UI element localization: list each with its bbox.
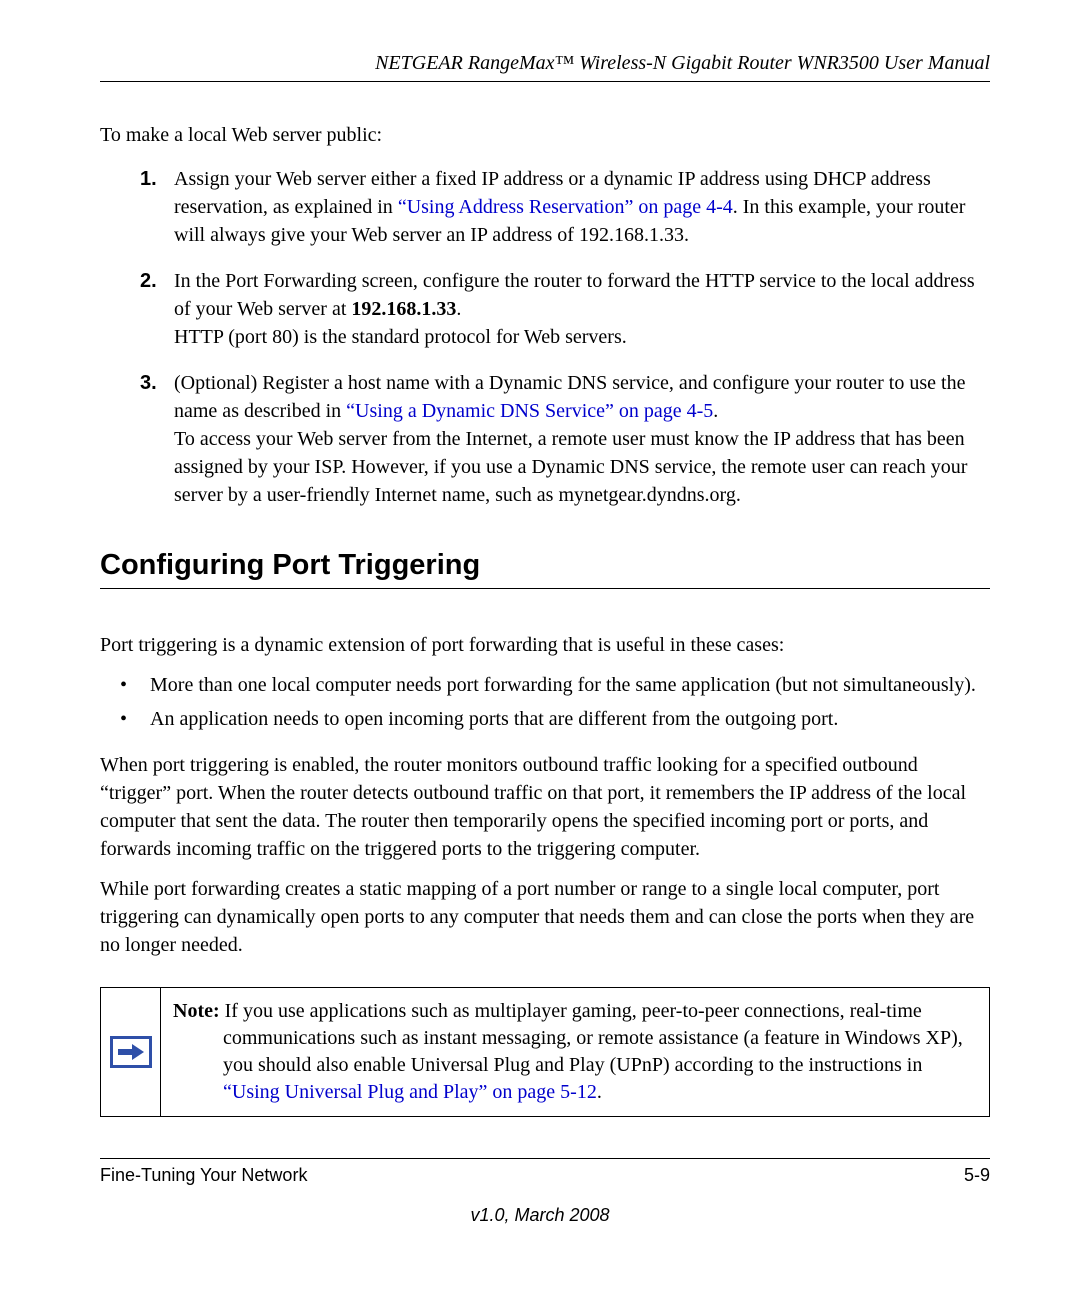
page-footer: Fine-Tuning Your Network 5-9 bbox=[100, 1158, 990, 1186]
pt-intro: Port triggering is a dynamic extension o… bbox=[100, 631, 990, 659]
note-label: Note: bbox=[173, 1000, 220, 1022]
step-text-post: . bbox=[713, 400, 718, 422]
footer-version: v1.0, March 2008 bbox=[0, 1205, 1080, 1226]
step-number: 1. bbox=[140, 165, 160, 249]
pt-para-2: While port forwarding creates a static m… bbox=[100, 875, 990, 959]
footer-section: Fine-Tuning Your Network bbox=[100, 1165, 307, 1186]
step-text-pre: In the Port Forwarding screen, configure… bbox=[174, 270, 975, 320]
section-heading: Configuring Port Triggering bbox=[100, 549, 990, 582]
intro-text: To make a local Web server public: bbox=[100, 124, 990, 147]
link-address-reservation[interactable]: “Using Address Reservation” on page 4-4 bbox=[398, 196, 733, 218]
link-dynamic-dns[interactable]: “Using a Dynamic DNS Service” on page 4-… bbox=[346, 400, 713, 422]
header-title: NETGEAR RangeMax™ Wireless-N Gigabit Rou… bbox=[375, 52, 990, 74]
bullet-list: • More than one local computer needs por… bbox=[120, 671, 990, 733]
step-number: 3. bbox=[140, 369, 160, 509]
link-upnp[interactable]: “Using Universal Plug and Play” on page … bbox=[223, 1081, 597, 1103]
step-body: Assign your Web server either a fixed IP… bbox=[174, 165, 990, 249]
footer-rule-row: Fine-Tuning Your Network 5-9 bbox=[100, 1158, 990, 1186]
bullet-item: • More than one local computer needs por… bbox=[120, 671, 990, 699]
heading-rule bbox=[100, 588, 990, 589]
page-header: NETGEAR RangeMax™ Wireless-N Gigabit Rou… bbox=[100, 52, 990, 82]
step-text-post: . bbox=[456, 298, 461, 320]
pt-para-1: When port triggering is enabled, the rou… bbox=[100, 751, 990, 863]
note-text-pre: If you use applications such as multipla… bbox=[220, 1000, 963, 1076]
bullet-dot: • bbox=[120, 671, 130, 699]
bullet-text: More than one local computer needs port … bbox=[150, 671, 976, 699]
footer-page-number: 5-9 bbox=[964, 1165, 990, 1186]
step-number: 2. bbox=[140, 267, 160, 351]
bullet-item: • An application needs to open incoming … bbox=[120, 705, 990, 733]
note-text-post: . bbox=[597, 1081, 602, 1103]
ip-address-bold: 192.168.1.33 bbox=[351, 298, 456, 320]
bullet-text: An application needs to open incoming po… bbox=[150, 705, 838, 733]
step-text-line2: HTTP (port 80) is the standard protocol … bbox=[174, 326, 627, 348]
step-2: 2. In the Port Forwarding screen, config… bbox=[140, 267, 990, 351]
step-1: 1. Assign your Web server either a fixed… bbox=[140, 165, 990, 249]
note-text-cell: Note: If you use applications such as mu… bbox=[161, 988, 989, 1116]
step-3: 3. (Optional) Register a host name with … bbox=[140, 369, 990, 509]
arrow-icon bbox=[110, 1036, 152, 1068]
step-para2: To access your Web server from the Inter… bbox=[174, 428, 967, 506]
note-box: Note: If you use applications such as mu… bbox=[100, 987, 990, 1117]
step-body: (Optional) Register a host name with a D… bbox=[174, 369, 990, 509]
step-body: In the Port Forwarding screen, configure… bbox=[174, 267, 990, 351]
numbered-steps: 1. Assign your Web server either a fixed… bbox=[140, 165, 990, 509]
note-body: Note: If you use applications such as mu… bbox=[173, 998, 977, 1106]
note-icon-cell bbox=[101, 988, 161, 1116]
bullet-dot: • bbox=[120, 705, 130, 733]
